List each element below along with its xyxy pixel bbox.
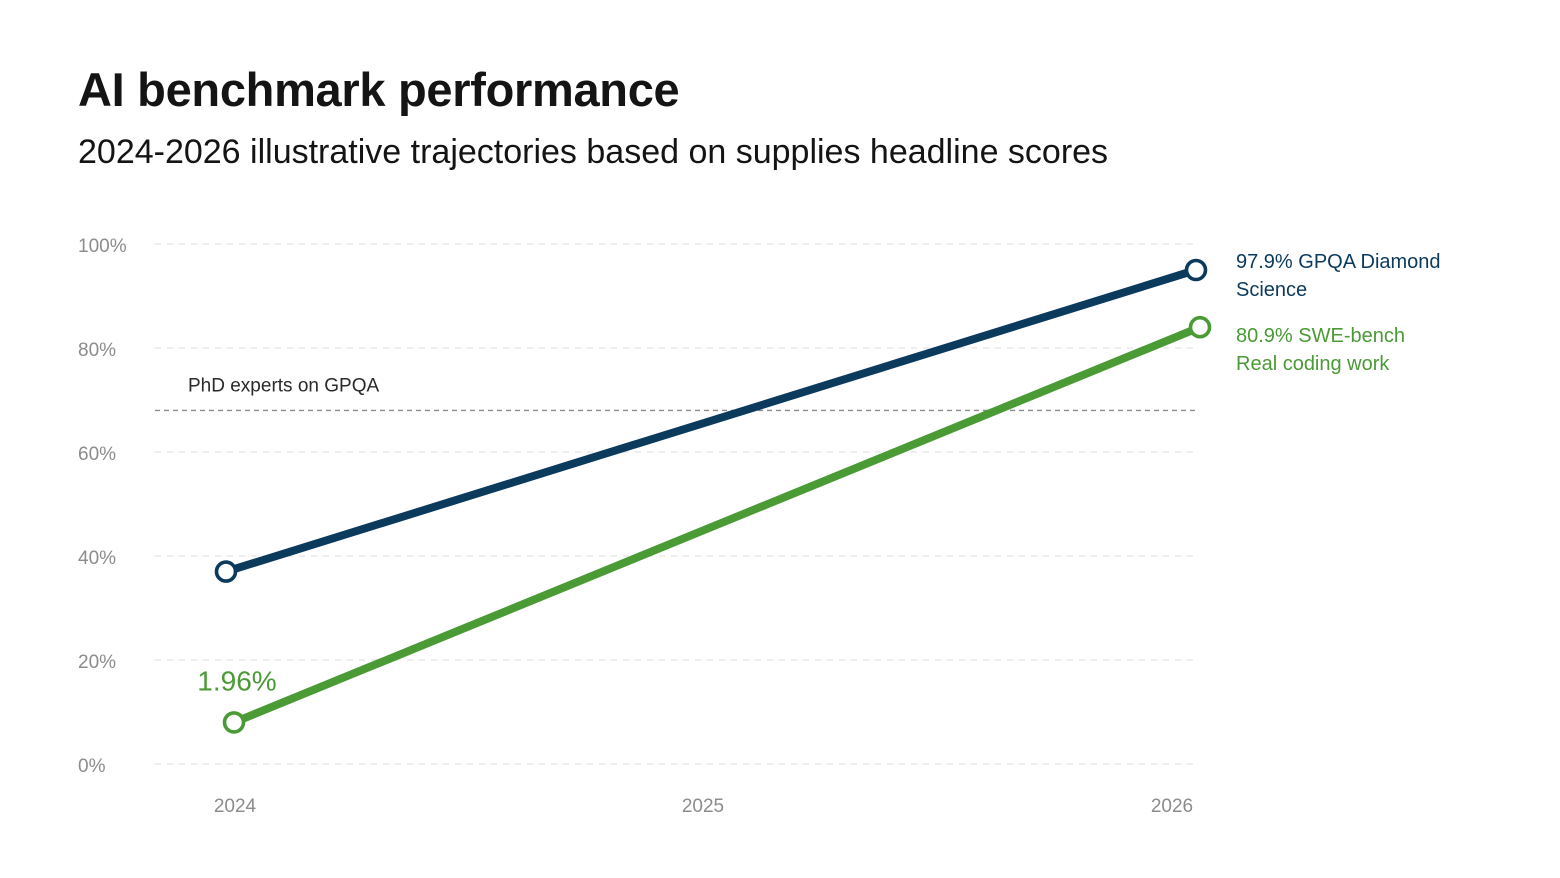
- y-axis: 0% 20% 40% 60% 80% 100%: [78, 236, 127, 777]
- chart-subtitle: 2024-2026 illustrative trajectories base…: [78, 133, 1109, 171]
- y-tick-label: 0%: [78, 756, 106, 777]
- x-tick-label: 2026: [1151, 796, 1193, 817]
- chart-title: AI benchmark performance: [78, 63, 680, 116]
- y-tick-label: 20%: [78, 652, 116, 673]
- reference-line-label: PhD experts on GPQA: [188, 375, 379, 396]
- reference-line-group: PhD experts on GPQA: [155, 375, 1198, 412]
- series-line-2: [230, 323, 1204, 727]
- series-end-label: 97.9% GPQA Diamond: [1236, 251, 1441, 273]
- series-end-label: Science: [1236, 279, 1307, 301]
- series-group: [214, 258, 1212, 734]
- series-line-1: [222, 266, 1200, 576]
- annotation-group: 97.9% GPQA Diamond Science 80.9% SWE-bench…: [197, 251, 1440, 696]
- series-end-label: 80.9% SWE-bench: [1236, 325, 1405, 347]
- y-tick-label: 80%: [78, 340, 116, 361]
- x-tick-label: 2025: [682, 796, 724, 817]
- y-tick-label: 60%: [78, 444, 116, 465]
- x-tick-label: 2024: [214, 796, 257, 817]
- y-tick-label: 40%: [78, 548, 116, 569]
- y-tick-label: 100%: [78, 236, 127, 257]
- data-point-2-2: [1188, 315, 1212, 339]
- series-end-label: Real coding work: [1236, 353, 1390, 375]
- data-point-1-2: [1184, 258, 1208, 282]
- data-point-1-1: [214, 560, 238, 583]
- grid-layer: [155, 243, 1198, 765]
- data-point-2-1: [222, 711, 246, 734]
- series-start-label: 1.96%: [197, 665, 276, 696]
- x-axis: 2024 2025 2026: [214, 796, 1193, 817]
